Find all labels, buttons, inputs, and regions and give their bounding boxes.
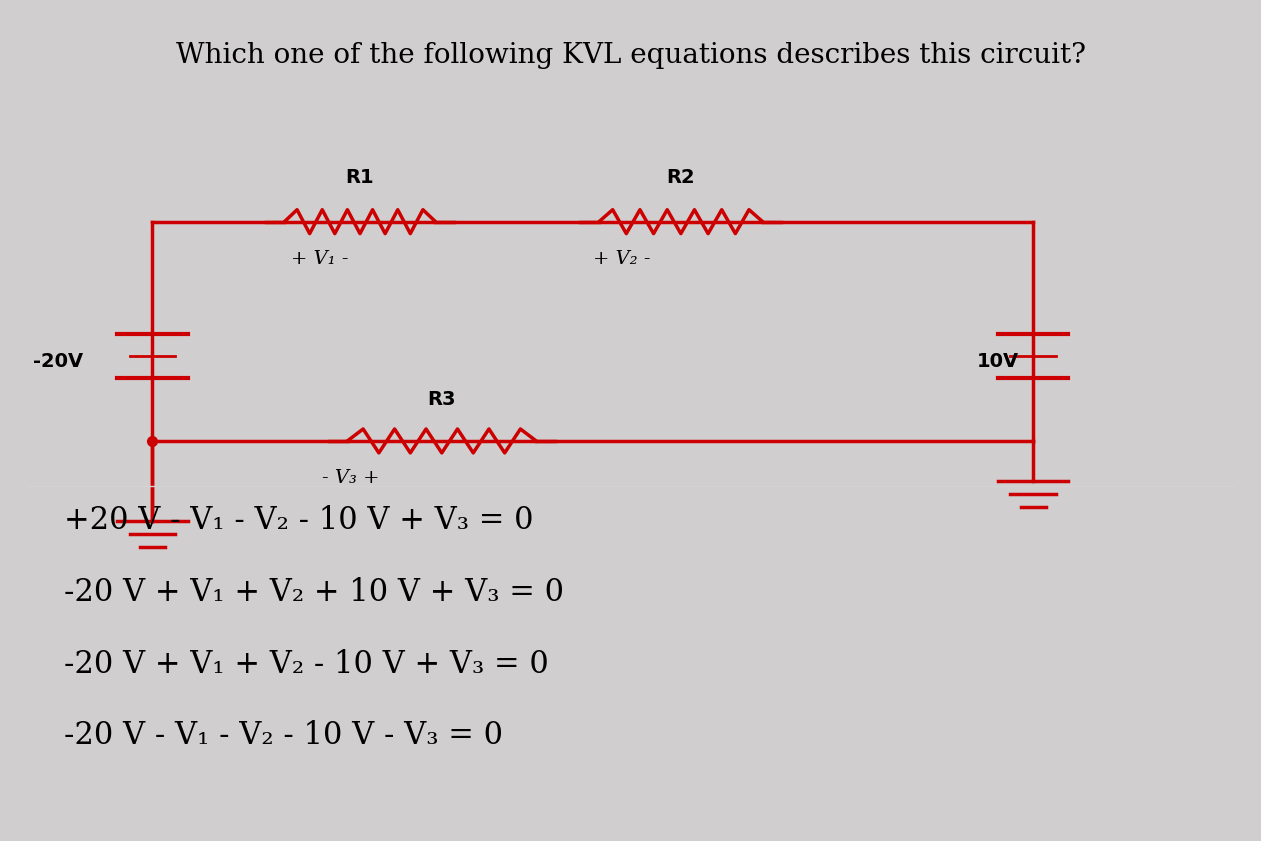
Text: Which one of the following KVL equations describes this circuit?: Which one of the following KVL equations… [175,42,1086,69]
Text: -20 V + V₁ + V₂ - 10 V + V₃ = 0: -20 V + V₁ + V₂ - 10 V + V₃ = 0 [64,648,549,680]
Text: + V₂ -: + V₂ - [593,250,651,267]
Text: -20V: -20V [33,352,83,371]
Text: R2: R2 [667,167,695,187]
Text: 10V: 10V [976,352,1019,371]
Text: - V₃ +: - V₃ + [323,468,380,487]
Text: -20 V - V₁ - V₂ - 10 V - V₃ = 0: -20 V - V₁ - V₂ - 10 V - V₃ = 0 [64,721,503,752]
Text: + V₁ -: + V₁ - [291,250,348,267]
Text: R1: R1 [346,167,375,187]
Text: R3: R3 [427,390,456,409]
Text: +20 V - V₁ - V₂ - 10 V + V₃ = 0: +20 V - V₁ - V₂ - 10 V + V₃ = 0 [64,505,533,537]
Text: -20 V + V₁ + V₂ + 10 V + V₃ = 0: -20 V + V₁ + V₂ + 10 V + V₃ = 0 [64,577,565,608]
